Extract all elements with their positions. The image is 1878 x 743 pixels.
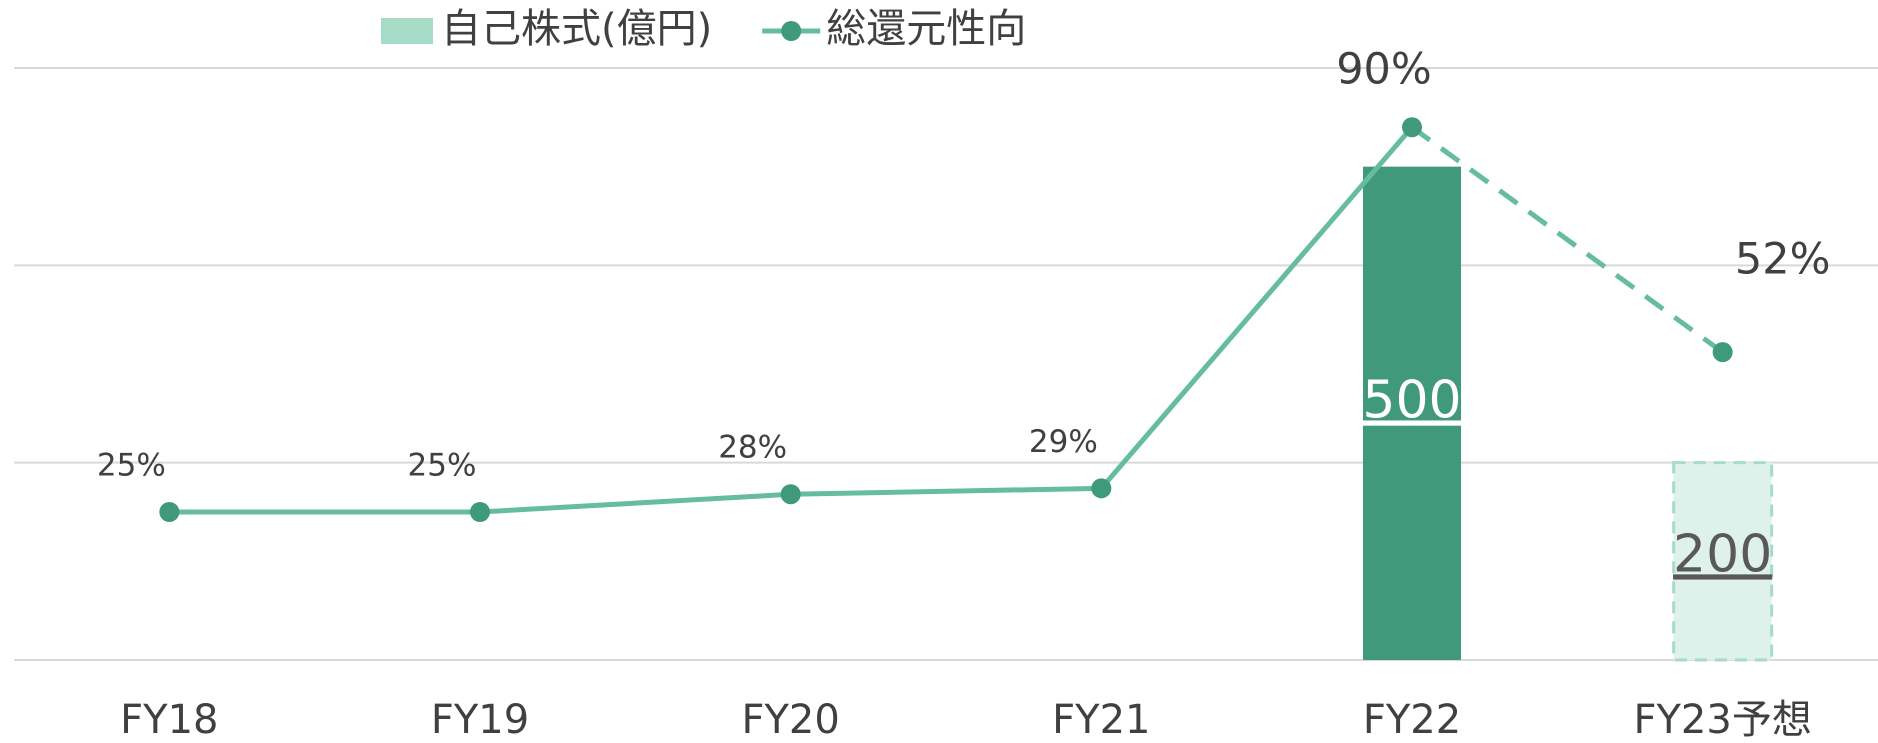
legend-label: 自己株式(億円) — [441, 6, 712, 52]
line-value-label: 90% — [1336, 45, 1432, 95]
bar — [1363, 166, 1461, 660]
line-marker — [470, 502, 490, 522]
x-tick-label: FY20 — [741, 697, 839, 743]
line-value-label: 29% — [1029, 424, 1098, 460]
line-segment — [1099, 125, 1414, 490]
bar — [1672, 461, 1774, 662]
legend-swatch — [781, 21, 802, 41]
x-tick-label: FY19 — [431, 697, 529, 743]
bar-value-label: 500 — [1362, 370, 1461, 430]
line-value-label: 52% — [1735, 235, 1831, 285]
line-value-label: 25% — [408, 448, 477, 484]
x-tick-label: FY23予想 — [1633, 697, 1811, 743]
x-tick-label: FY22 — [1363, 697, 1461, 743]
legend-swatch — [381, 18, 433, 44]
line-marker — [159, 502, 180, 522]
line-segment — [790, 485, 1102, 497]
x-tick-label: FY21 — [1052, 697, 1150, 743]
line-value-label: 25% — [97, 448, 166, 484]
line-marker — [1712, 342, 1733, 363]
legend-label: 総還元性向 — [826, 6, 1026, 52]
line-segment — [479, 491, 791, 515]
bar-value-label: 200 — [1673, 524, 1772, 584]
line-segment — [1410, 125, 1725, 355]
x-tick-label: FY18 — [120, 697, 218, 743]
line-marker — [1091, 478, 1112, 499]
line-marker — [1402, 117, 1422, 138]
line-marker — [780, 484, 801, 505]
line-value-label: 28% — [718, 430, 787, 466]
